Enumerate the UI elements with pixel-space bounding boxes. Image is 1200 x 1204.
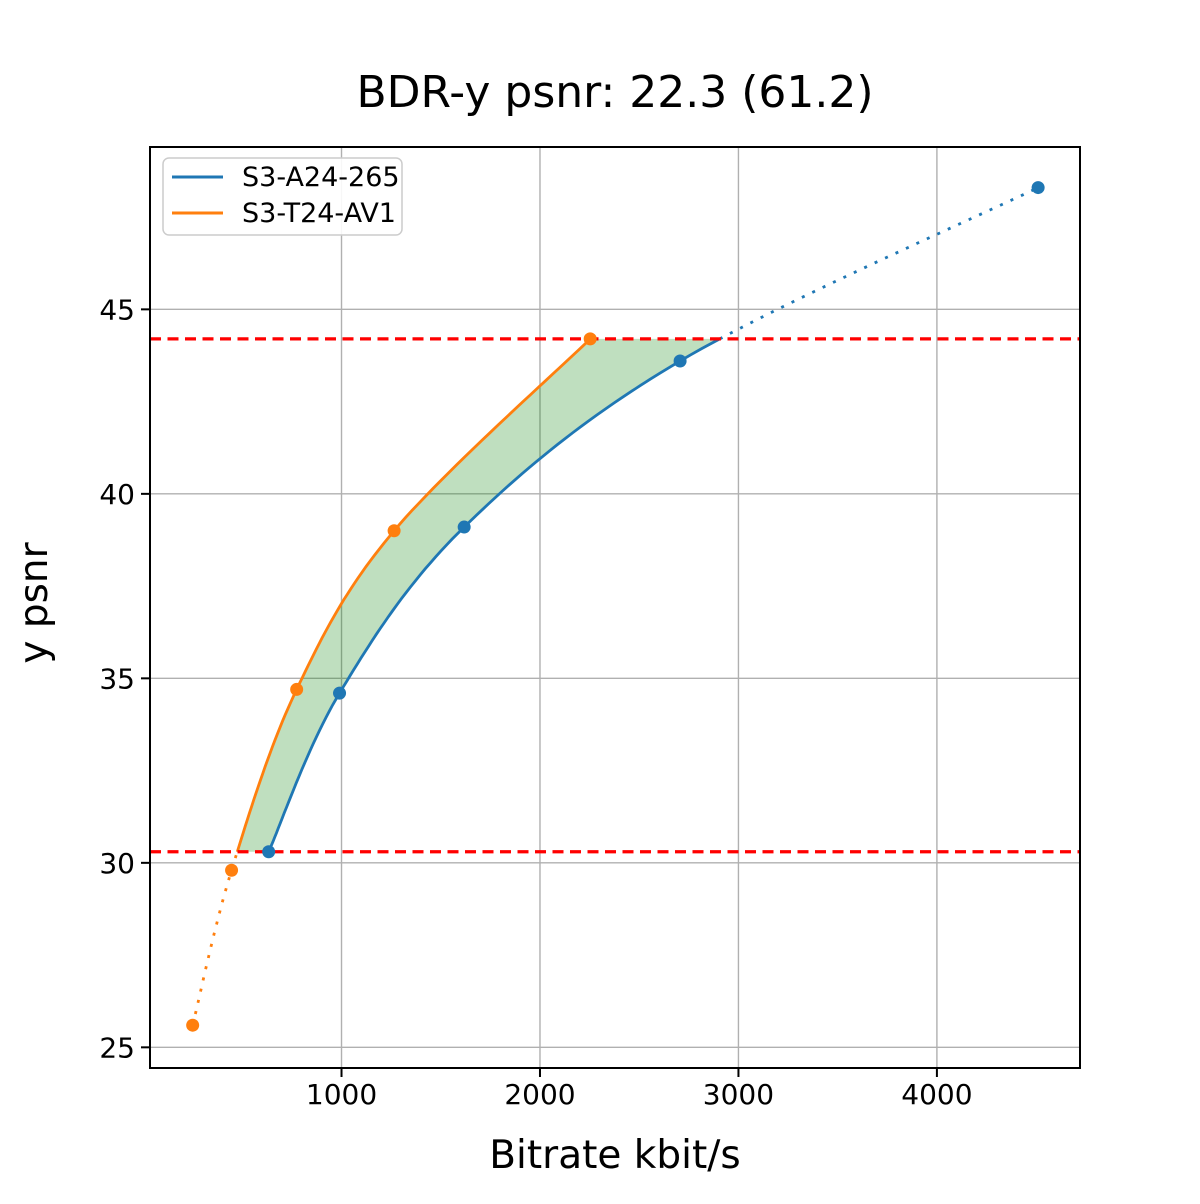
- y-tick-label-40: 40: [99, 478, 135, 511]
- series-line-dotted-0: [719, 186, 1039, 341]
- y-tick-label-25: 25: [99, 1031, 135, 1064]
- x-axis-label: Bitrate kbit/s: [489, 1133, 740, 1178]
- series-line-solid-0: [267, 337, 721, 853]
- y-tick-label-45: 45: [99, 293, 135, 326]
- series-line-dotted-1: [191, 851, 239, 1026]
- legend-label-series-1: S3-T24-AV1: [242, 198, 396, 229]
- bd-shaded-region: [237, 338, 720, 852]
- x-tick-label-3000: 3000: [703, 1078, 774, 1111]
- series-curves-layer: [191, 186, 1039, 1026]
- x-tick-label-1000: 1000: [306, 1078, 377, 1111]
- data-point-0-4: [1031, 181, 1045, 195]
- y-tick-label-30: 30: [99, 847, 135, 880]
- series-line-solid-1: [235, 337, 592, 853]
- data-point-1-2: [290, 682, 304, 696]
- chart-title: BDR-y psnr: 22.3 (61.2): [356, 67, 873, 118]
- x-tick-label-2000: 2000: [504, 1078, 575, 1111]
- data-point-1-1: [225, 863, 239, 877]
- plot-border: [149, 146, 1081, 1069]
- legend: S3-A24-265 S3-T24-AV1: [162, 157, 403, 236]
- y-axis-label: y psnr: [12, 541, 57, 663]
- data-point-0-3: [673, 354, 687, 368]
- axes-layer: 1000 2000 3000 4000 25 30 35 40 45: [99, 146, 1081, 1111]
- data-point-1-4: [583, 332, 597, 346]
- data-point-0-2: [457, 520, 471, 534]
- bd-shaded-region-layer: [237, 338, 720, 852]
- data-point-1-3: [387, 524, 401, 538]
- data-point-markers-layer: [186, 181, 1045, 1032]
- x-tick-label-4000: 4000: [901, 1078, 972, 1111]
- bound-lines-layer: [150, 337, 1080, 854]
- data-point-1-0: [186, 1018, 200, 1032]
- grid-lines: [150, 147, 1080, 1068]
- data-point-0-1: [333, 686, 347, 700]
- data-point-0-0: [262, 845, 276, 859]
- legend-label-series-0: S3-A24-265: [242, 162, 400, 193]
- y-tick-label-35: 35: [99, 662, 135, 695]
